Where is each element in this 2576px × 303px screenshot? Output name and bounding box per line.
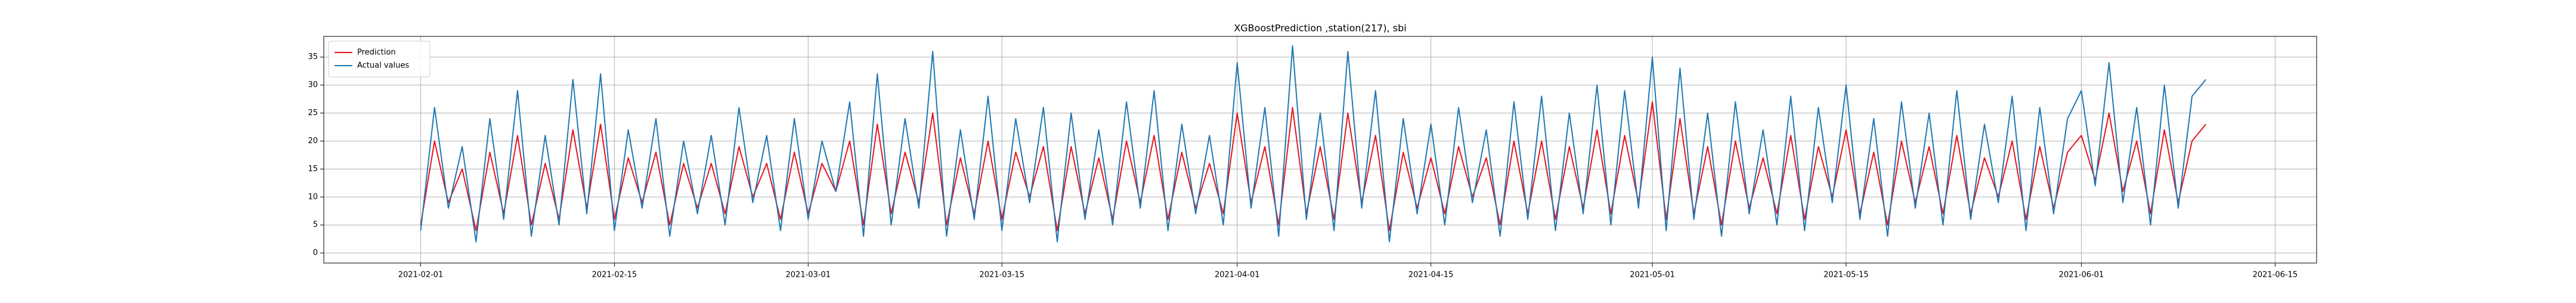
y-tick-label: 5 [313,221,318,230]
x-tick-label: 2021-06-15 [2253,271,2298,280]
y-tick-label: 10 [308,193,318,202]
y-tick-label: 25 [308,109,318,118]
series-line [420,45,2207,243]
x-tick-label: 2021-06-01 [2059,271,2104,280]
x-tick-label: 2021-03-01 [786,271,831,280]
x-tick-label: 2021-05-15 [1823,271,1869,280]
y-tick-label: 0 [313,249,318,258]
x-tick-label: 2021-03-15 [979,271,1024,280]
chart-title: XGBoostPrediction ,station(217), sbi [1234,23,1406,34]
x-tick-label: 2021-02-01 [398,271,444,280]
x-tick-label: 2021-05-01 [1630,271,1675,280]
legend-label: Prediction [357,48,396,57]
y-tick-label: 20 [308,137,318,146]
legend-label: Actual values [357,61,409,70]
y-tick-label: 35 [308,52,318,61]
x-tick-label: 2021-02-15 [592,271,637,280]
y-tick-label: 15 [308,165,318,174]
series-line [420,101,2207,231]
x-tick-label: 2021-04-15 [1408,271,1454,280]
x-tick-label: 2021-04-01 [1215,271,1260,280]
plot-frame [323,36,2317,264]
y-tick-label: 30 [308,81,318,89]
legend-box [328,41,431,78]
